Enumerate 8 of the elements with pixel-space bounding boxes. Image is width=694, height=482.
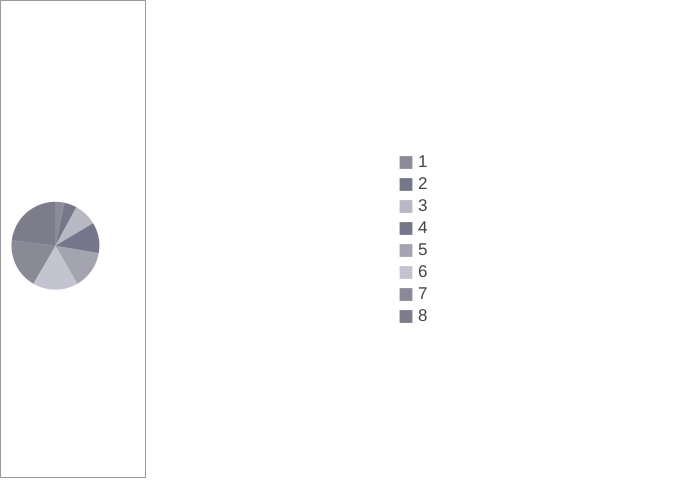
legend-label: 1 xyxy=(418,152,428,172)
legend-label: 2 xyxy=(418,174,428,194)
legend-label: 3 xyxy=(418,196,428,216)
legend-label: 4 xyxy=(418,218,428,238)
legend-label: 7 xyxy=(418,284,428,304)
legend-label: 6 xyxy=(418,262,428,282)
legend-label: 8 xyxy=(418,306,428,326)
legend-label: 5 xyxy=(418,240,428,260)
